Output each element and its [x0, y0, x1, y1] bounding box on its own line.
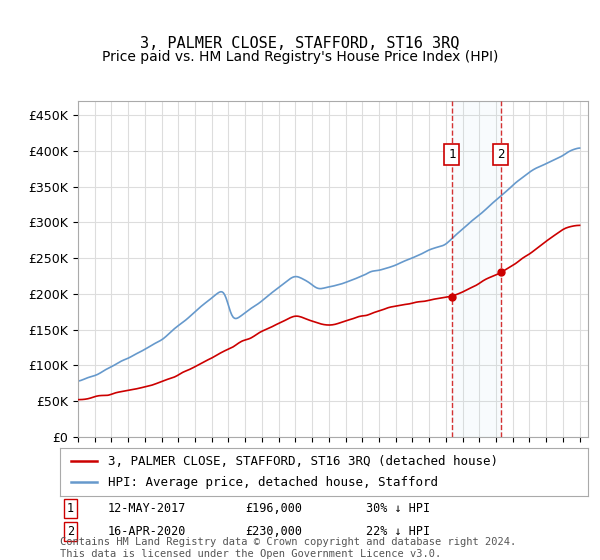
Text: 2: 2	[67, 525, 74, 538]
Text: 1: 1	[448, 148, 455, 161]
Text: Contains HM Land Registry data © Crown copyright and database right 2024.
This d: Contains HM Land Registry data © Crown c…	[60, 537, 516, 559]
Text: 3, PALMER CLOSE, STAFFORD, ST16 3RQ (detached house): 3, PALMER CLOSE, STAFFORD, ST16 3RQ (det…	[107, 455, 497, 468]
Text: 2: 2	[497, 148, 505, 161]
Text: 1: 1	[67, 502, 74, 515]
Text: 30% ↓ HPI: 30% ↓ HPI	[366, 502, 430, 515]
Text: 22% ↓ HPI: 22% ↓ HPI	[366, 525, 430, 538]
Bar	[452, 101, 501, 437]
Text: £230,000: £230,000	[245, 525, 302, 538]
Text: 3, PALMER CLOSE, STAFFORD, ST16 3RQ: 3, PALMER CLOSE, STAFFORD, ST16 3RQ	[140, 36, 460, 52]
Text: 12-MAY-2017: 12-MAY-2017	[107, 502, 186, 515]
Text: £196,000: £196,000	[245, 502, 302, 515]
Text: HPI: Average price, detached house, Stafford: HPI: Average price, detached house, Staf…	[107, 476, 437, 489]
Text: 16-APR-2020: 16-APR-2020	[107, 525, 186, 538]
Text: Price paid vs. HM Land Registry's House Price Index (HPI): Price paid vs. HM Land Registry's House …	[102, 50, 498, 64]
